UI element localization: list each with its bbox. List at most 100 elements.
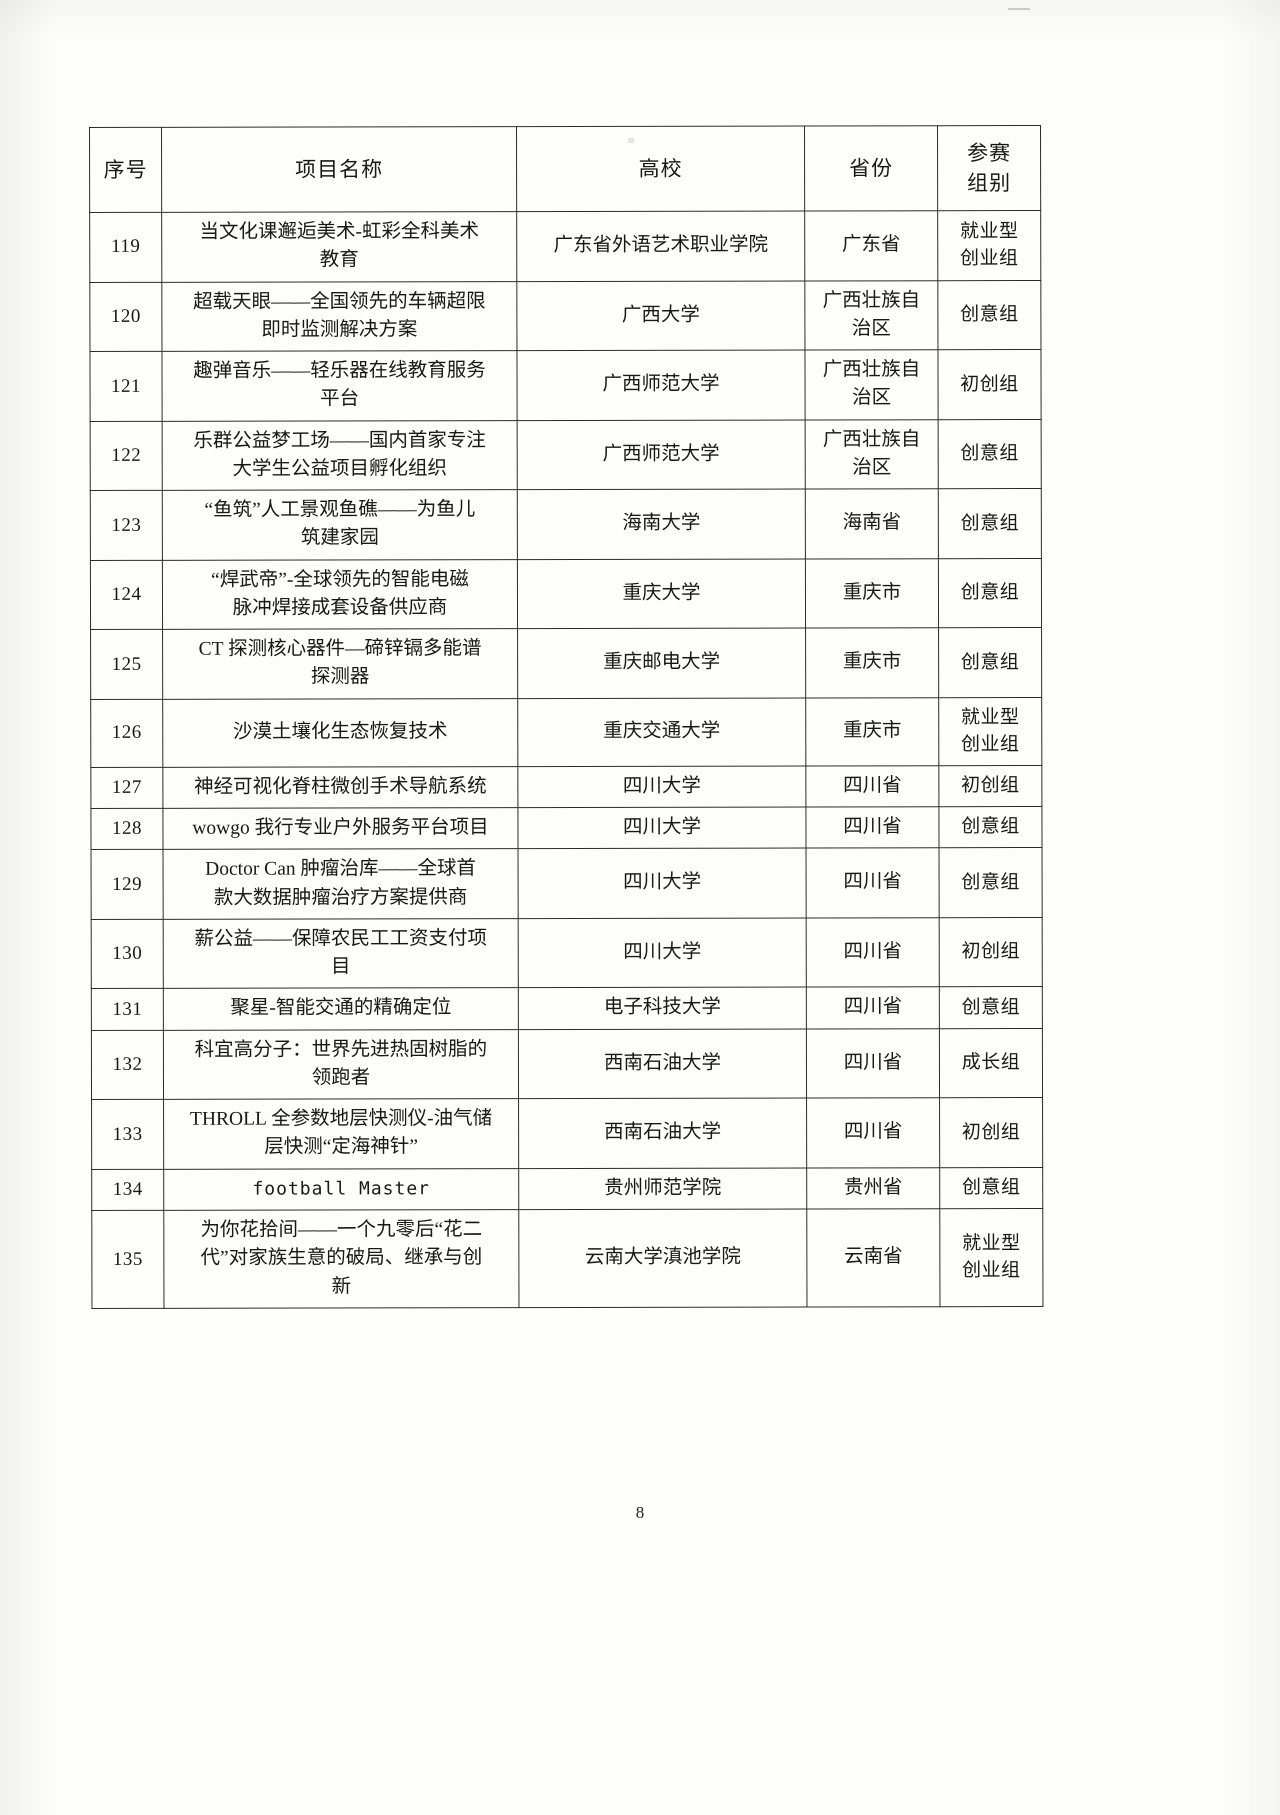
cell-university: 四川大学 bbox=[518, 917, 807, 989]
cell-project-name: 神经可视化脊柱微创手术导航系统 bbox=[162, 766, 518, 809]
province-line1: 云南省 bbox=[844, 1246, 903, 1268]
cell-province: 四川省 bbox=[805, 765, 939, 808]
group-line1: 就业型 bbox=[962, 1232, 1021, 1255]
cell-index: 130 bbox=[91, 919, 164, 989]
group-line1: 初创组 bbox=[960, 373, 1019, 395]
province-line1: 重庆市 bbox=[842, 720, 902, 742]
cell-province: 广西壮族自 治区 bbox=[804, 280, 938, 351]
table-row: 130 薪公益——保障农民工工资支付项 目 四川大学 四川省 初创组 bbox=[91, 917, 1043, 989]
cell-group: 创意组 bbox=[939, 1167, 1043, 1209]
project-name-line1: wowgo 我行专业户外服务平台项目 bbox=[192, 817, 489, 839]
cell-province: 海南省 bbox=[805, 488, 939, 559]
table-row: 124 “焊武帝”-全球领先的智能电磁 脉冲焊接成套设备供应商 重庆大学 重庆市… bbox=[90, 558, 1042, 630]
province-line1: 广东省 bbox=[841, 234, 901, 256]
province-line2: 治区 bbox=[852, 457, 892, 479]
cell-index: 127 bbox=[90, 767, 163, 809]
group-line2: 创业组 bbox=[962, 1260, 1021, 1282]
cell-project-name: 沙漠土壤化生态恢复技术 bbox=[162, 698, 518, 768]
cell-group: 初创组 bbox=[939, 917, 1043, 988]
cell-index: 133 bbox=[91, 1099, 164, 1170]
cell-province: 四川省 bbox=[806, 1028, 940, 1099]
province-line1: 重庆市 bbox=[842, 651, 902, 673]
cell-group: 就业型 创业组 bbox=[939, 1208, 1043, 1307]
cell-group: 成长组 bbox=[939, 1028, 1043, 1098]
cell-project-name: 科宜高分子：世界先进热固树脂的 领跑者 bbox=[163, 1029, 519, 1100]
cell-university: 云南大学滇池学院 bbox=[518, 1208, 807, 1308]
cell-project-name: CT 探测核心器件—碲锌镉多能谱 探测器 bbox=[162, 628, 518, 700]
page-number: 8 bbox=[635, 1503, 645, 1522]
cell-project-name: THROLL 全参数地层快测仪-油气储 层快测“定海神针” bbox=[163, 1098, 519, 1170]
province-line1: 广西壮族自 bbox=[822, 289, 921, 311]
province-line1: 广西壮族自 bbox=[822, 359, 921, 381]
project-name-line1: 当文化课邂逅美术-虹彩全科美术 bbox=[199, 221, 479, 243]
project-name-line2: 平台 bbox=[320, 388, 360, 410]
cell-index: 120 bbox=[89, 281, 162, 352]
table-row: 123 “鱼筑”人工景观鱼礁——为鱼儿 筑建家园 海南大学 海南省 创意组 bbox=[90, 488, 1042, 561]
project-name-line1: football Master bbox=[252, 1178, 431, 1200]
column-header-province: 省份 bbox=[804, 125, 938, 211]
project-name-line2: 大学生公益项目孵化组织 bbox=[232, 458, 447, 480]
group-line1: 创意组 bbox=[960, 582, 1020, 604]
project-name-line2: 即时监测解决方案 bbox=[261, 319, 418, 341]
table-row: 121 趣弹音乐——轻乐器在线教育服务 平台 广西师范大学 广西壮族自 治区 初… bbox=[89, 349, 1042, 422]
project-name-line1: CT 探测核心器件—碲锌镉多能谱 bbox=[198, 638, 482, 660]
column-header-group-line1: 参赛 bbox=[967, 140, 1012, 165]
cell-province: 广东省 bbox=[804, 210, 938, 281]
project-name-line2: 教育 bbox=[319, 249, 359, 271]
column-header-group-line2: 组别 bbox=[967, 171, 1012, 196]
table-row: 127 神经可视化脊柱微创手术导航系统 四川大学 四川省 初创组 bbox=[90, 765, 1042, 809]
cell-project-name: 当文化课邂逅美术-虹彩全科美术 教育 bbox=[161, 211, 517, 282]
cell-group: 创意组 bbox=[939, 847, 1043, 918]
group-line2: 创业组 bbox=[961, 734, 1020, 756]
group-line1: 创意组 bbox=[961, 816, 1020, 838]
cell-index: 135 bbox=[91, 1210, 164, 1309]
group-line2: 创业组 bbox=[959, 248, 1019, 270]
cell-province: 重庆市 bbox=[805, 627, 939, 698]
table-row: 119 当文化课邂逅美术-虹彩全科美术 教育 广东省外语艺术职业学院 广东省 就… bbox=[89, 210, 1041, 283]
cell-university: 西南石油大学 bbox=[518, 1028, 807, 1099]
cell-university: 重庆交通大学 bbox=[517, 697, 806, 767]
cell-university: 电子科技大学 bbox=[518, 987, 807, 1030]
table-row: 122 乐群公益梦工场——国内首家专注 大学生公益项目孵化组织 广西师范大学 广… bbox=[90, 419, 1042, 491]
cell-province: 四川省 bbox=[806, 987, 940, 1029]
project-name-line1: 乐群公益梦工场——国内首家专注 bbox=[193, 429, 486, 452]
cell-university: 贵州师范学院 bbox=[518, 1167, 807, 1210]
province-line1: 四川省 bbox=[843, 1052, 903, 1074]
province-line1: 四川省 bbox=[843, 816, 902, 838]
cell-index: 121 bbox=[89, 351, 163, 422]
cell-project-name: 超载天眼——全国领先的车辆超限 即时监测解决方案 bbox=[161, 281, 517, 352]
cell-group: 创意组 bbox=[938, 627, 1042, 698]
cell-university: 四川大学 bbox=[517, 765, 806, 808]
cell-province: 四川省 bbox=[805, 806, 940, 849]
cell-index: 134 bbox=[91, 1169, 164, 1211]
group-line1: 创意组 bbox=[961, 996, 1021, 1018]
cell-index: 128 bbox=[90, 808, 164, 850]
project-name-line1: 趣弹音乐——轻乐器在线教育服务 bbox=[193, 360, 486, 382]
cell-province: 广西壮族自 治区 bbox=[805, 419, 939, 490]
province-line1: 四川省 bbox=[843, 941, 903, 963]
table-row: 126 沙漠土壤化生态恢复技术 重庆交通大学 重庆市 就业型 创业组 bbox=[90, 697, 1042, 768]
cell-university: 四川大学 bbox=[518, 848, 807, 919]
table-row: 132 科宜高分子：世界先进热固树脂的 领跑者 西南石油大学 四川省 成长组 bbox=[91, 1028, 1043, 1100]
cell-province: 重庆市 bbox=[805, 558, 939, 629]
cell-province: 广西壮族自 治区 bbox=[804, 349, 939, 420]
project-list-table-wrapper: 序号 项目名称 高校 省份 参赛 组别 119 当文化课邂逅美术-虹彩全科美术 bbox=[89, 125, 1043, 1309]
project-name-line3: 新 bbox=[331, 1275, 352, 1298]
project-name-line1: “鱼筑”人工景观鱼礁——为鱼儿 bbox=[204, 499, 476, 521]
cell-province: 云南省 bbox=[806, 1208, 940, 1307]
group-line1: 创意组 bbox=[961, 1177, 1021, 1199]
column-header-group: 参赛 组别 bbox=[937, 125, 1041, 211]
project-name-line1: 科宜高分子：世界先进热固树脂的 bbox=[194, 1038, 488, 1061]
cell-project-name: “焊武帝”-全球领先的智能电磁 脉冲焊接成套设备供应商 bbox=[162, 559, 518, 630]
project-name-line2: 领跑者 bbox=[311, 1067, 371, 1089]
province-line1: 四川省 bbox=[843, 871, 902, 893]
table-body: 119 当文化课邂逅美术-虹彩全科美术 教育 广东省外语艺术职业学院 广东省 就… bbox=[89, 210, 1043, 1309]
project-list-table: 序号 项目名称 高校 省份 参赛 组别 119 当文化课邂逅美术-虹彩全科美术 bbox=[89, 125, 1043, 1309]
cell-university: 海南大学 bbox=[517, 489, 806, 560]
cell-project-name: 趣弹音乐——轻乐器在线教育服务 平台 bbox=[161, 350, 518, 421]
cell-university: 重庆邮电大学 bbox=[517, 628, 806, 699]
cell-university: 广东省外语艺术职业学院 bbox=[516, 210, 805, 282]
table-row: 135 为你花拾间——一个九零后“花二 代”对家族生意的破局、继承与创 新 云南… bbox=[91, 1208, 1043, 1309]
cell-index: 123 bbox=[90, 490, 163, 561]
